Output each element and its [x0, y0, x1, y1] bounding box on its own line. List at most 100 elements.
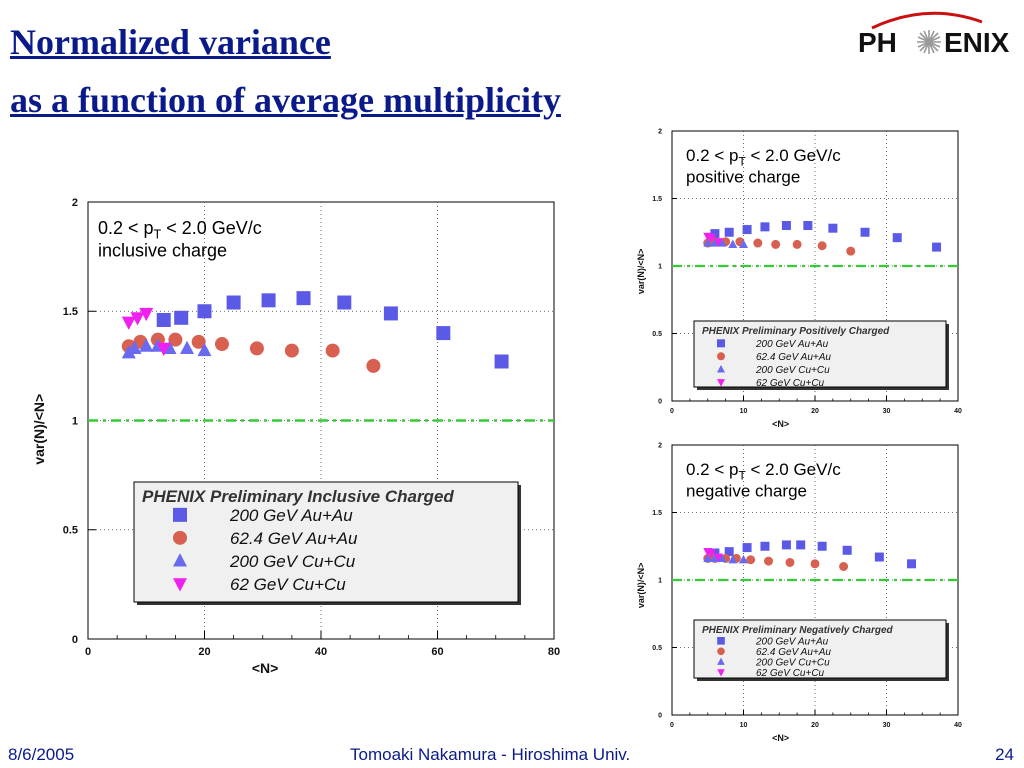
data-point: [226, 295, 241, 310]
data-point: [728, 239, 738, 248]
data-point: [860, 227, 870, 237]
legend-marker: [717, 657, 725, 665]
pt-range-label: 0.2 < pT < 2.0 GeV/c: [98, 218, 262, 242]
y-tick-label: 1: [658, 263, 662, 270]
series-triangle: [703, 553, 748, 564]
y-axis-label: var(N)/<N>: [32, 394, 47, 465]
legend-marker: [173, 553, 187, 567]
data-point: [139, 338, 154, 352]
pt-range-label: 0.2 < pT < 2.0 GeV/c: [686, 146, 841, 168]
data-point: [785, 557, 795, 567]
y-tick-label: 0.5: [63, 525, 78, 537]
logo-text-left: PH: [858, 27, 897, 58]
legend-item-label: 62 GeV Cu+Cu: [230, 575, 346, 594]
x-tick-label: 40: [954, 408, 962, 415]
data-point: [874, 552, 884, 562]
y-tick-label: 0.5: [652, 331, 662, 338]
data-point: [337, 295, 352, 310]
logo-arc: [871, 11, 983, 30]
legend-box: [693, 619, 947, 679]
data-point: [907, 559, 917, 569]
data-point: [817, 541, 827, 551]
x-tick-label: 0: [670, 408, 674, 415]
data-point: [261, 293, 276, 308]
legend-item-label: 200 GeV Cu+Cu: [755, 365, 830, 376]
data-point: [214, 337, 229, 352]
slide-title-line-2: as a function of average multiplicity: [10, 80, 561, 120]
data-point: [796, 540, 806, 550]
data-point: [739, 554, 748, 564]
legend-box: [693, 320, 947, 388]
data-point: [710, 229, 720, 239]
x-tick-label: 20: [811, 408, 819, 415]
data-point: [127, 340, 142, 354]
y-tick-label: 2: [72, 197, 78, 209]
data-point: [842, 545, 852, 555]
y-axis-label: var(N)/<N>: [636, 563, 646, 609]
data-point: [706, 234, 716, 243]
x-tick-label: 60: [431, 646, 443, 658]
charge-type-label: positive charge: [686, 167, 800, 186]
data-point: [717, 553, 727, 562]
data-point: [436, 326, 451, 341]
legend-marker: [717, 352, 725, 361]
pt-range-label: 0.2 < pT < 2.0 GeV/c: [686, 460, 841, 482]
legend-title: PHENIX Preliminary Negatively Charged: [702, 625, 894, 636]
legend-marker: [717, 637, 725, 645]
y-tick-label: 0: [658, 712, 662, 719]
data-point: [781, 221, 791, 230]
data-point: [742, 543, 752, 553]
slide-title-line-1: Normalized variance: [10, 22, 331, 62]
data-point: [296, 291, 311, 306]
data-point: [792, 239, 802, 249]
charge-type-label: inclusive charge: [98, 241, 227, 261]
x-tick-label: 0: [670, 722, 674, 729]
legend-item-label: 62.4 GeV Au+Au: [756, 647, 831, 658]
data-point: [710, 548, 720, 558]
data-point: [121, 316, 136, 330]
data-point: [846, 246, 856, 256]
data-point: [892, 233, 902, 243]
legend-title: PHENIX Preliminary Positively Charged: [702, 326, 890, 337]
data-point: [817, 241, 827, 251]
data-point: [742, 225, 752, 235]
logo-star-icon: [917, 30, 941, 54]
data-point: [739, 239, 748, 248]
x-tick-label: 20: [198, 646, 210, 658]
x-tick-label: 30: [883, 722, 891, 729]
data-point: [724, 547, 734, 557]
series-square: [156, 291, 509, 369]
legend-item-label: 62 GeV Cu+Cu: [756, 378, 825, 389]
legend-item-label: 200 GeV Au+Au: [755, 339, 829, 350]
x-tick-label: 40: [954, 722, 962, 729]
legend-marker: [717, 339, 725, 348]
y-tick-label: 1: [658, 577, 662, 584]
data-point: [839, 562, 849, 571]
footer-page-number: 24: [995, 745, 1014, 764]
x-tick-label: 30: [883, 408, 891, 415]
series-triangle-down: [703, 232, 723, 247]
x-axis-label: <N>: [252, 660, 278, 676]
x-tick-label: 0: [85, 646, 91, 658]
legend-marker: [717, 379, 725, 387]
data-point: [168, 332, 183, 347]
legend-title: PHENIX Preliminary Inclusive Charged: [142, 487, 454, 506]
data-point: [717, 238, 727, 247]
charge-type-label: negative charge: [686, 481, 807, 500]
y-tick-label: 1.5: [652, 196, 662, 203]
data-point: [810, 559, 820, 569]
logo-text-right: ENIX: [944, 27, 1010, 58]
data-point: [771, 239, 781, 249]
data-point: [760, 541, 770, 551]
legend-item-label: 200 GeV Cu+Cu: [755, 657, 830, 668]
data-point: [746, 555, 756, 565]
data-point: [713, 553, 723, 562]
data-point: [191, 334, 206, 349]
chart-inclusive-charge: 0 20 40 60 80 0 0.5 1 1.5 2 <N> var(N)/<N> 0.2 < pT …: [32, 197, 560, 676]
data-point: [724, 227, 734, 237]
chart-positive-charge: 0 10 20 30 40 0 0.5 1 1.5 2 <N> var(N)/<N> 0.2 < pT …: [636, 128, 962, 429]
data-point: [249, 341, 264, 356]
y-axis-label: var(N)/<N>: [636, 249, 646, 295]
data-point: [803, 221, 813, 230]
data-point: [174, 310, 189, 325]
